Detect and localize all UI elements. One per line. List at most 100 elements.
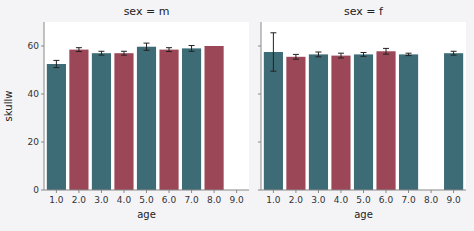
error-cap (383, 48, 389, 49)
bar (399, 54, 418, 190)
x-tick (123, 190, 124, 193)
error-cap (293, 54, 299, 55)
bar (47, 64, 66, 190)
error-cap (189, 51, 195, 52)
bar (331, 56, 350, 190)
bar (286, 57, 305, 190)
error-cap (293, 59, 299, 60)
error-stem (78, 48, 79, 52)
error-stem (453, 51, 454, 55)
x-tick-label: 2.0 (72, 195, 87, 205)
y-axis-label: skullw (3, 91, 14, 122)
error-stem (386, 48, 387, 54)
x-tick (56, 190, 57, 193)
y-tick (41, 94, 44, 95)
x-tick (295, 190, 296, 193)
x-tick (169, 190, 170, 193)
x-tick-label: 9.0 (446, 195, 461, 205)
y-tick (258, 142, 261, 143)
panel-title: sex = f (344, 5, 384, 18)
x-tick-label: 4.0 (334, 195, 349, 205)
error-cap (121, 51, 127, 52)
x-tick-label: 7.0 (184, 195, 199, 205)
y-axis-line (44, 22, 45, 190)
error-bar (315, 52, 321, 57)
y-tick-label: 20 (28, 137, 40, 147)
panel: 1.02.03.04.05.06.07.08.09.0sex = fage (258, 5, 466, 220)
error-stem (295, 54, 296, 59)
x-tick-label: 5.0 (356, 195, 371, 205)
bar (182, 48, 201, 190)
error-cap (270, 71, 276, 72)
error-cap (361, 56, 367, 57)
error-bar (451, 51, 457, 55)
y-tick-label: 40 (28, 89, 40, 99)
x-tick-label: 5.0 (139, 195, 154, 205)
x-tick-label: 1.0 (49, 195, 64, 205)
x-tick (453, 190, 454, 193)
marks (264, 33, 463, 190)
x-tick-label: 8.0 (207, 195, 222, 205)
error-cap (315, 56, 321, 57)
bar (264, 52, 283, 190)
error-stem (123, 51, 124, 55)
error-cap (383, 54, 389, 55)
x-tick (101, 190, 102, 193)
plot-area (261, 22, 466, 190)
error-bar (406, 53, 412, 55)
panel-title: sex = m (124, 5, 170, 18)
error-bar (76, 48, 82, 52)
error-bar (189, 46, 195, 52)
y-tick (41, 142, 44, 143)
error-bar (53, 60, 59, 67)
figure: 1.02.03.04.05.06.07.08.09.00204060sex = … (0, 0, 474, 231)
x-tick (273, 190, 274, 193)
y-tick (258, 190, 261, 191)
error-cap (451, 55, 457, 56)
error-cap (144, 43, 150, 44)
error-cap (76, 47, 82, 48)
error-cap (361, 52, 367, 53)
error-cap (189, 45, 195, 46)
error-cap (166, 51, 172, 52)
error-cap (270, 32, 276, 33)
error-stem (169, 48, 170, 52)
x-tick-label: 1.0 (266, 195, 281, 205)
bar (92, 53, 111, 190)
error-cap (53, 60, 59, 61)
bar (114, 53, 133, 190)
x-tick-label: 4.0 (117, 195, 132, 205)
x-tick (146, 190, 147, 193)
bar (376, 51, 395, 190)
x-tick (340, 190, 341, 193)
y-tick (258, 46, 261, 47)
error-stem (191, 46, 192, 52)
error-bar (270, 33, 276, 71)
bar (137, 47, 156, 190)
x-tick-label: 3.0 (94, 195, 109, 205)
error-cap (98, 51, 104, 52)
error-stem (340, 53, 341, 58)
error-cap (53, 67, 59, 68)
y-tick (41, 46, 44, 47)
error-cap (451, 51, 457, 52)
error-cap (406, 55, 412, 56)
error-cap (166, 47, 172, 48)
error-cap (98, 55, 104, 56)
error-bar (338, 53, 344, 58)
x-tick (408, 190, 409, 193)
error-stem (363, 52, 364, 56)
error-bar (383, 48, 389, 54)
x-tick (363, 190, 364, 193)
error-bar (293, 54, 299, 59)
bar (354, 54, 373, 190)
x-tick (78, 190, 79, 193)
error-stem (273, 33, 274, 71)
error-bar (98, 51, 104, 55)
x-tick-label: 6.0 (379, 195, 394, 205)
error-cap (315, 52, 321, 53)
x-tick (431, 190, 432, 193)
y-axis-line (261, 22, 262, 190)
x-tick-label: 6.0 (162, 195, 177, 205)
x-tick (318, 190, 319, 193)
